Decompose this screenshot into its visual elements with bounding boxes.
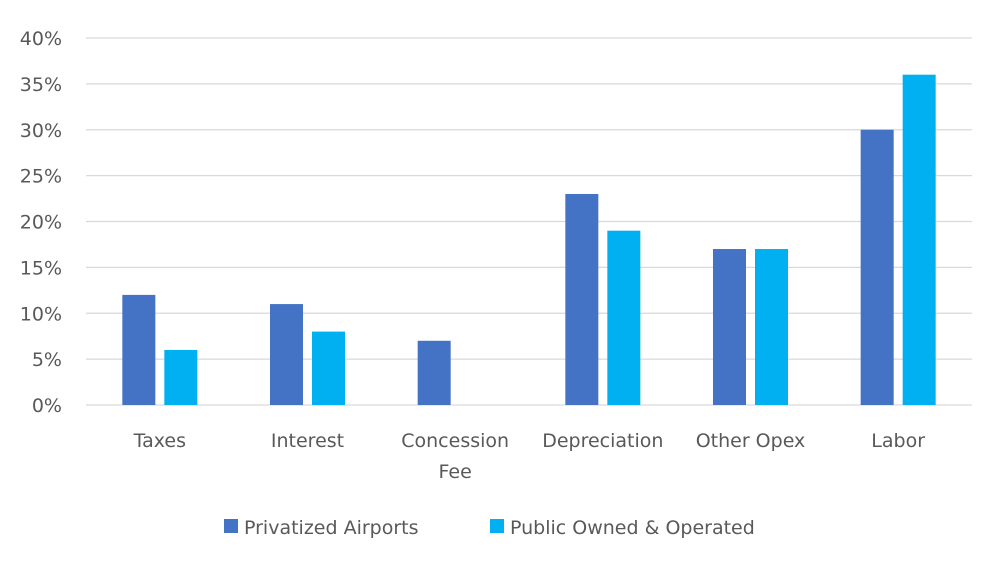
bar-public-owned-operated-0 bbox=[164, 349, 198, 405]
bar-privatized-airports-1 bbox=[270, 304, 303, 405]
bar-public-owned-operated-3 bbox=[607, 230, 641, 405]
bar-privatized-airports-3 bbox=[565, 193, 599, 405]
y-tick-label: 25% bbox=[20, 166, 62, 188]
category-label: Other Opex bbox=[696, 430, 806, 452]
y-tick-label: 15% bbox=[20, 257, 62, 279]
y-tick-label: 40% bbox=[20, 28, 62, 50]
legend-swatch bbox=[224, 519, 238, 533]
bar-public-owned-operated-1 bbox=[312, 331, 345, 405]
legend-label: Public Owned & Operated bbox=[510, 517, 755, 539]
category-label: Interest bbox=[271, 430, 344, 452]
bar-privatized-airports-5 bbox=[860, 129, 894, 405]
bar-public-owned-operated-4 bbox=[755, 249, 788, 405]
bar-privatized-airports-0 bbox=[122, 294, 156, 405]
y-tick-label: 10% bbox=[20, 303, 62, 325]
category-label: Labor bbox=[871, 430, 925, 452]
legend-swatch bbox=[490, 519, 504, 533]
y-tick-label: 5% bbox=[32, 349, 62, 371]
category-label: Taxes bbox=[133, 430, 186, 452]
y-tick-label: 0% bbox=[32, 395, 62, 417]
legend-label: Privatized Airports bbox=[244, 517, 419, 539]
category-labels: Taxes Interest Concession Fee Depreciation Ot… bbox=[133, 430, 926, 483]
category-label: Concession bbox=[401, 430, 509, 452]
gridlines bbox=[86, 37, 972, 406]
category-label: Depreciation bbox=[542, 430, 663, 452]
bar-privatized-airports-4 bbox=[713, 249, 746, 405]
bars bbox=[122, 74, 936, 405]
bar-public-owned-operated-5 bbox=[902, 74, 936, 405]
y-tick-label: 30% bbox=[20, 120, 62, 142]
category-label: Fee bbox=[439, 461, 472, 483]
legend: Privatized Airports Public Owned & Operat… bbox=[224, 517, 755, 539]
y-tick-label: 35% bbox=[20, 74, 62, 96]
y-tick-label: 20% bbox=[20, 212, 62, 234]
y-axis-tick-labels: 0% 5% 10% 15% 20% 25% 30% 35% 40% bbox=[20, 28, 62, 417]
bar-privatized-airports-2 bbox=[417, 340, 451, 405]
